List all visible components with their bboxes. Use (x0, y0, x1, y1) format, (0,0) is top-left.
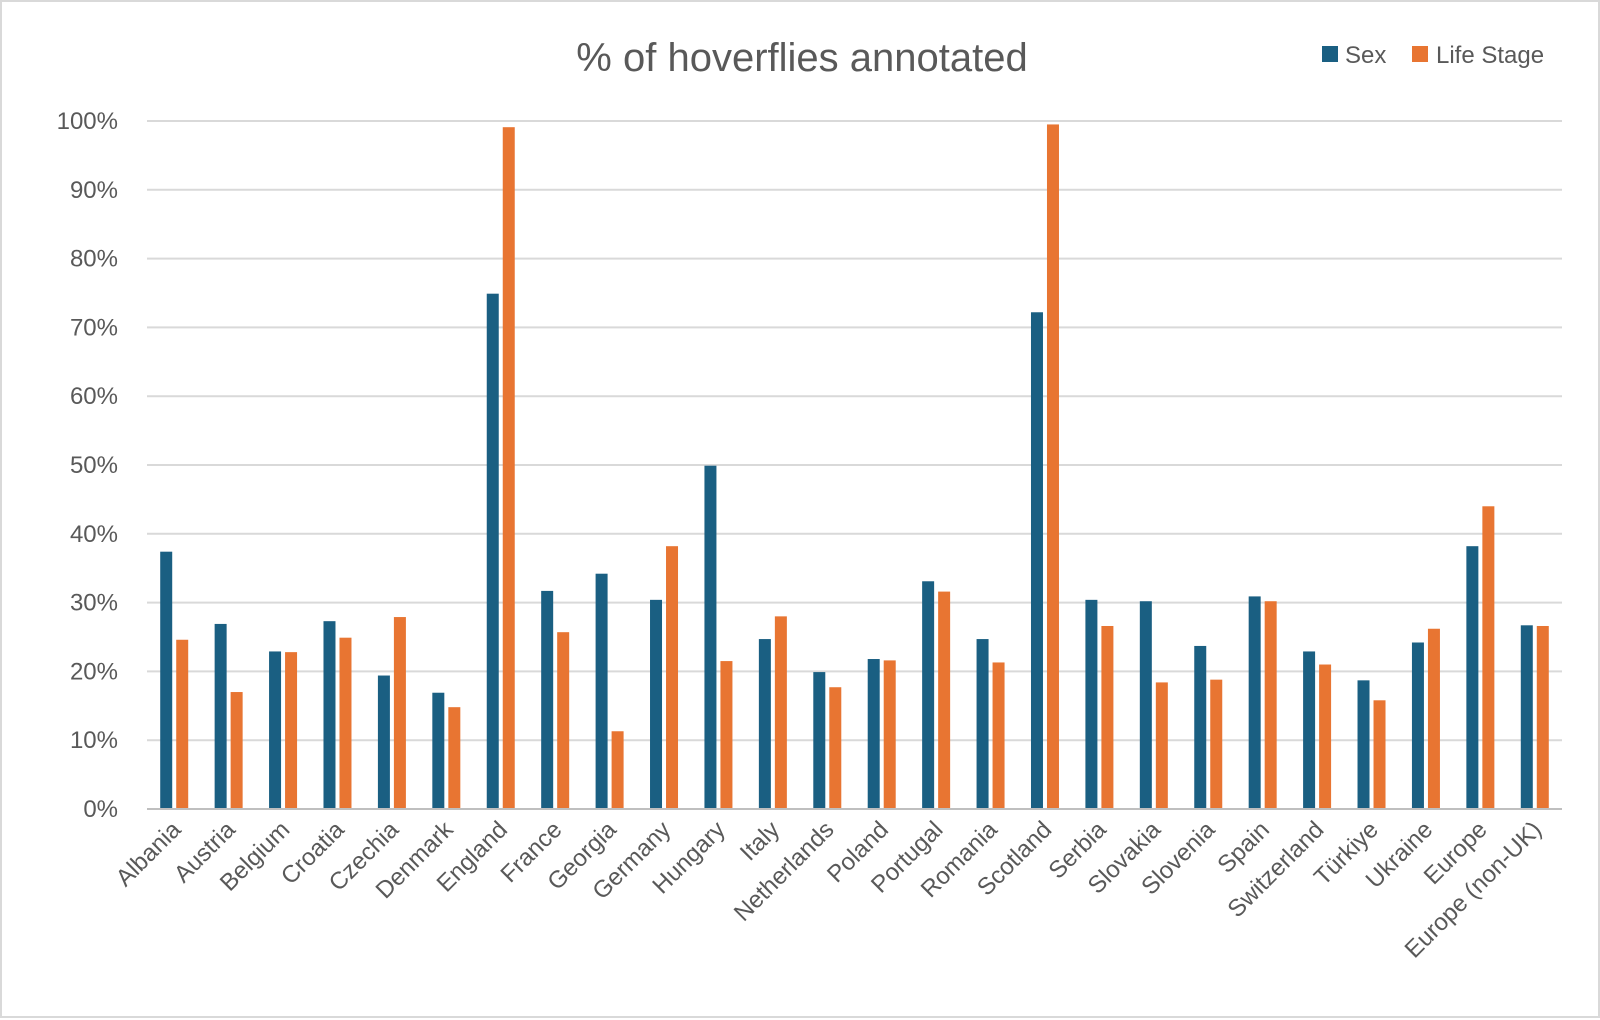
bar-life-stage-t-rkiye (1373, 700, 1386, 809)
bar-life-stage-denmark (448, 707, 461, 809)
bar-sex-europe-non-uk (1520, 625, 1533, 809)
y-tick-label: 50% (70, 452, 118, 479)
legend-label-life-stage: Life Stage (1436, 42, 1544, 69)
bar-sex-serbia (1085, 599, 1098, 809)
legend: Sex Life Stage (1322, 42, 1544, 69)
bar-sex-netherlands (813, 672, 826, 809)
y-tick-label: 60% (70, 383, 118, 410)
bar-sex-t-rkiye (1357, 680, 1370, 809)
bar-life-stage-europe-non-uk (1536, 625, 1549, 809)
bar-life-stage-portugal (938, 591, 951, 809)
legend-swatch-sex (1322, 46, 1338, 62)
bar-life-stage-albania (176, 639, 189, 809)
bar-sex-slovakia (1139, 601, 1152, 809)
legend-label-sex: Sex (1345, 42, 1386, 69)
bar-life-stage-georgia (611, 731, 624, 809)
bar-life-stage-england (502, 127, 515, 809)
bar-life-stage-switzerland (1319, 664, 1332, 809)
bar-life-stage-croatia (339, 637, 352, 809)
bar-life-stage-belgium (285, 652, 298, 809)
y-tick-label: 70% (70, 314, 118, 341)
bar-sex-slovenia (1194, 645, 1207, 809)
bar-sex-hungary (704, 465, 717, 809)
bar-sex-italy (758, 639, 771, 809)
x-axis-ticks: AlbaniaAustriaBelgiumCroatiaCzechiaDenma… (111, 815, 1547, 963)
bar-life-stage-france (557, 632, 570, 809)
y-tick-label: 40% (70, 521, 118, 548)
bar-sex-scotland (1030, 312, 1043, 809)
bar-sex-croatia (323, 621, 336, 809)
bar-sex-georgia (595, 573, 608, 809)
bar-life-stage-slovakia (1155, 682, 1168, 809)
y-tick-label: 30% (70, 590, 118, 617)
x-tick-label: Albania (111, 816, 187, 892)
bar-sex-europe (1466, 546, 1479, 809)
bar-life-stage-europe (1482, 506, 1495, 809)
y-axis-ticks: 0% 10% 20% 30% 40% 50% 60% 70% 80% 90% 100% (57, 108, 118, 823)
y-tick-label: 20% (70, 658, 118, 685)
bar-life-stage-germany (666, 546, 679, 809)
y-tick-label: 100% (57, 108, 118, 135)
bar-life-stage-romania (992, 662, 1005, 809)
bar-sex-switzerland (1303, 651, 1316, 809)
bar-life-stage-poland (883, 660, 896, 809)
legend-swatch-life-stage (1412, 46, 1428, 62)
bar-life-stage-italy (774, 616, 787, 809)
bars (160, 124, 1549, 809)
bar-sex-poland (867, 659, 880, 809)
x-tick-label: Netherlands (729, 816, 840, 927)
bar-life-stage-czechia (393, 617, 406, 809)
y-tick-label: 80% (70, 246, 118, 273)
bar-life-stage-hungary (720, 661, 733, 809)
y-tick-label: 90% (70, 177, 118, 204)
bar-life-stage-austria (230, 692, 243, 809)
bar-sex-spain (1248, 596, 1261, 809)
y-tick-label: 10% (70, 727, 118, 754)
bar-sex-england (486, 293, 499, 809)
bar-life-stage-spain (1264, 601, 1277, 809)
bar-life-stage-netherlands (829, 687, 842, 809)
gridlines (147, 120, 1562, 742)
bar-life-stage-serbia (1101, 625, 1114, 809)
bar-life-stage-ukraine (1427, 628, 1440, 809)
bar-sex-ukraine (1411, 642, 1424, 809)
bar-life-stage-scotland (1046, 124, 1059, 809)
bar-sex-albania (160, 551, 173, 809)
bar-sex-france (541, 590, 554, 809)
bar-life-stage-slovenia (1210, 679, 1223, 809)
bar-sex-denmark (432, 692, 445, 809)
bar-sex-germany (650, 599, 663, 809)
bar-sex-czechia (377, 675, 390, 809)
bar-sex-austria (214, 623, 227, 809)
bar-sex-portugal (922, 581, 935, 809)
bar-sex-belgium (269, 651, 282, 809)
chart-title: % of hoverflies annotated (576, 36, 1027, 80)
y-tick-label: 0% (83, 796, 118, 823)
bar-sex-romania (976, 639, 989, 809)
